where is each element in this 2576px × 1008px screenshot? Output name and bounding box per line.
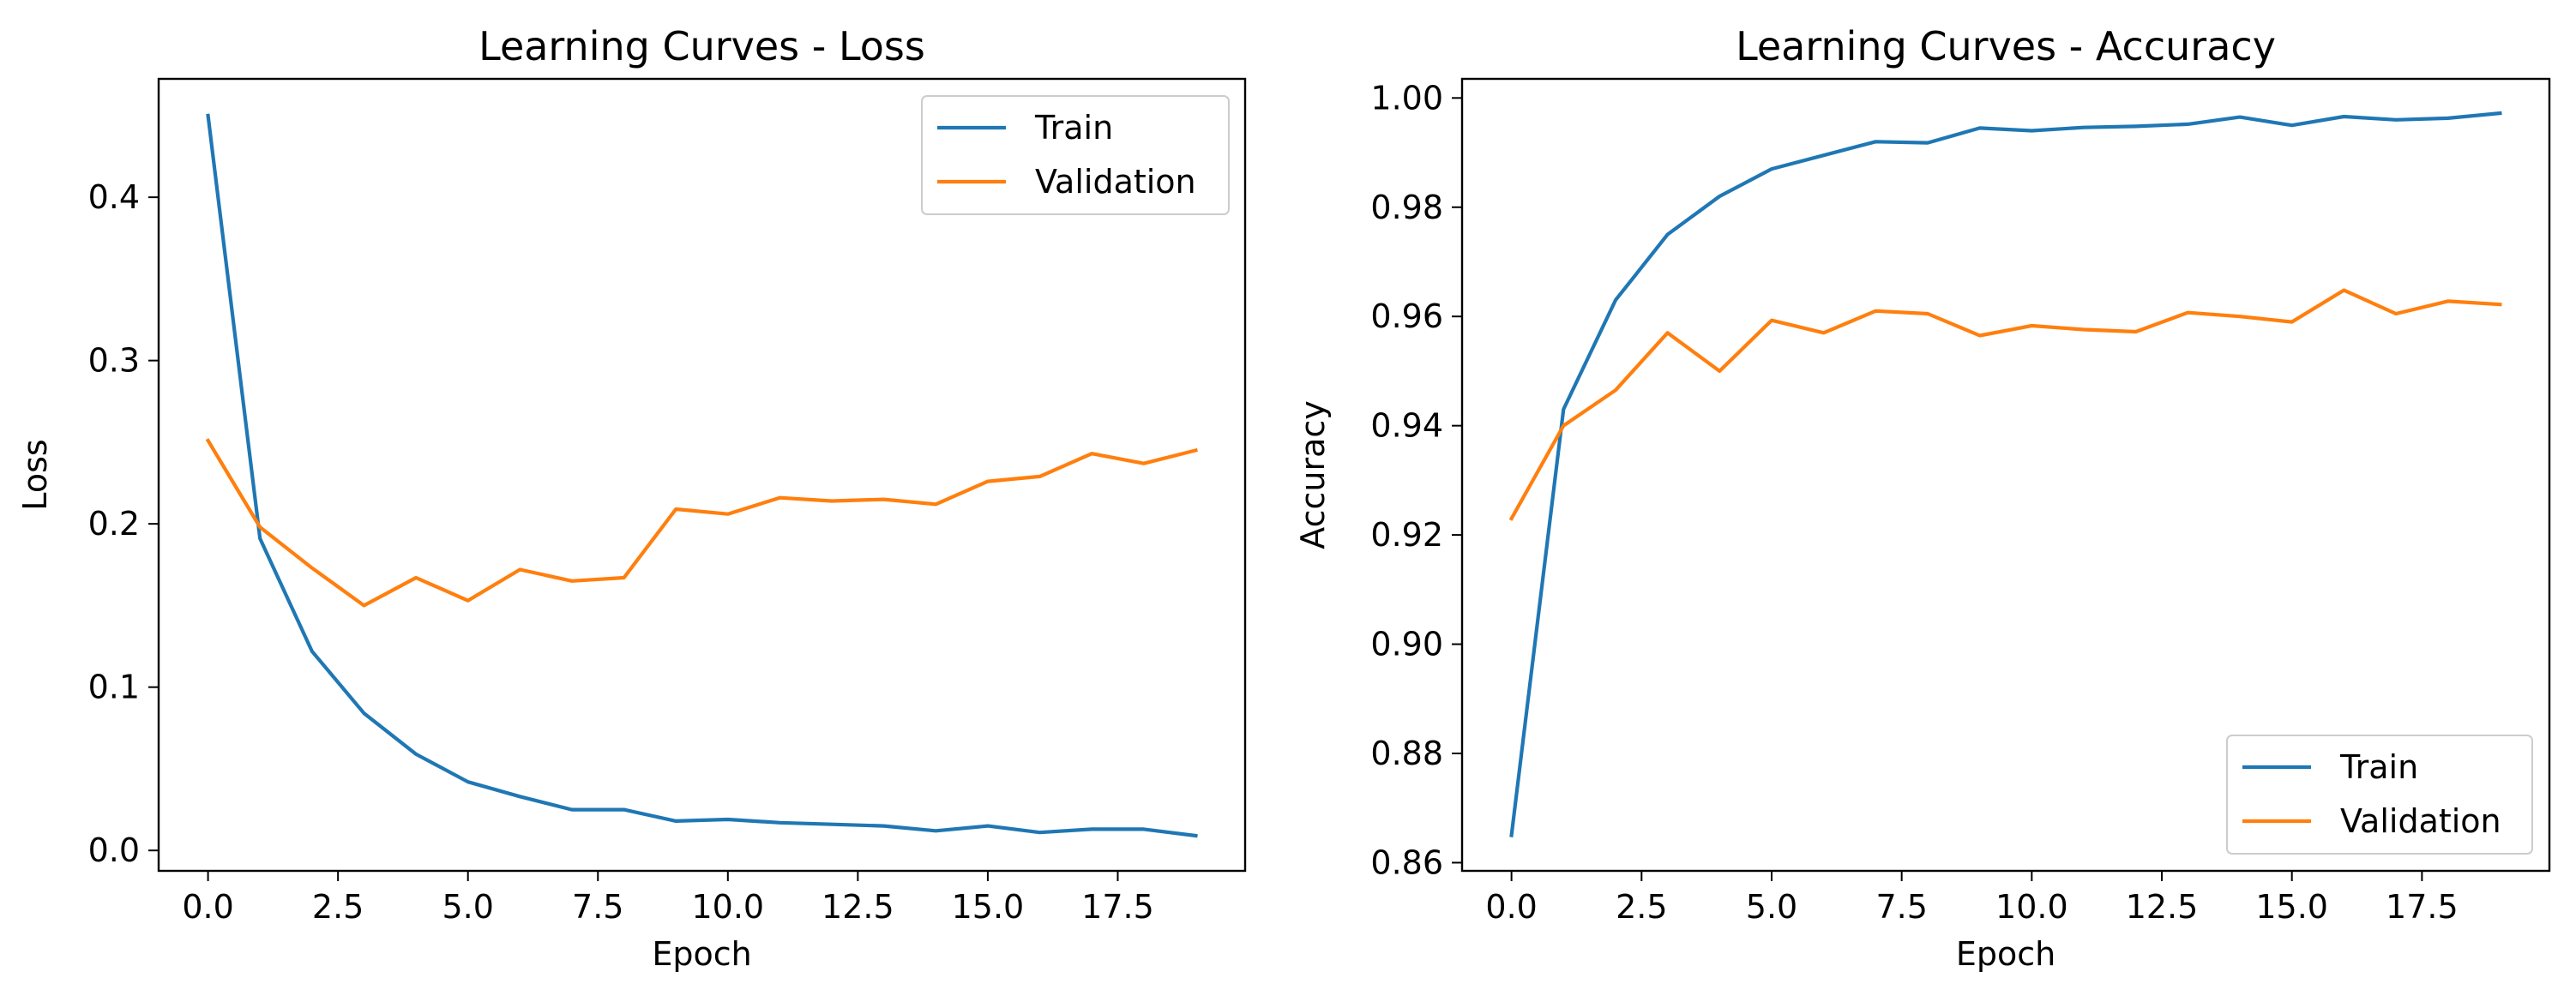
y-axis-label: Loss <box>16 439 54 510</box>
y-tick-label: 0.86 <box>1370 843 1443 881</box>
x-tick-label: 2.5 <box>312 888 364 926</box>
y-tick-label: 1.00 <box>1370 79 1443 117</box>
x-tick-label: 15.0 <box>952 888 1025 926</box>
chart-title: Learning Curves - Accuracy <box>1736 23 2276 69</box>
series-line-train <box>1509 111 2502 837</box>
y-tick-label: 0.88 <box>1370 735 1443 772</box>
y-tick-label: 0.4 <box>88 178 140 216</box>
legend-label-train: Train <box>2339 748 2418 786</box>
y-tick-label: 0.1 <box>88 669 140 706</box>
x-tick-label: 5.0 <box>442 888 493 926</box>
x-tick-label: 7.5 <box>1875 888 1927 926</box>
series-line-validation <box>1508 288 2502 521</box>
loss-chart-panel: Learning Curves - Loss 0.0 2.5 5.0 7.5 10.0 12… <box>16 23 1247 973</box>
x-axis-label: Epoch <box>652 935 751 973</box>
series-line-validation <box>205 438 1198 608</box>
y-tick-label: 0.3 <box>88 342 140 380</box>
x-tick-label: 17.5 <box>2386 888 2459 926</box>
x-axis-label: Epoch <box>1956 935 2055 973</box>
x-tick-label: 12.5 <box>822 888 894 926</box>
axes-frame <box>157 77 1247 873</box>
axes-frame <box>1460 77 2551 873</box>
y-tick-label: 0.2 <box>88 505 140 543</box>
x-tick-label: 0.0 <box>1485 888 1537 926</box>
legend-box <box>2226 735 2533 855</box>
x-tick-label: 15.0 <box>2255 888 2328 926</box>
y-tick-label: 0.92 <box>1370 516 1443 554</box>
legend-label-train: Train <box>1034 109 1113 147</box>
x-tick-label: 0.0 <box>182 888 233 926</box>
legend-label-validation: Validation <box>1035 163 1196 201</box>
x-tick-label: 7.5 <box>572 888 623 926</box>
y-tick-label: 0.0 <box>88 831 140 869</box>
y-tick-label: 0.98 <box>1370 189 1443 226</box>
x-tick-label: 17.5 <box>1081 888 1154 926</box>
y-tick-label: 0.90 <box>1370 626 1443 663</box>
legend-box <box>921 95 1230 215</box>
y-tick-label: 0.96 <box>1370 297 1443 335</box>
legend-label-validation: Validation <box>2340 802 2501 840</box>
x-tick-label: 2.5 <box>1616 888 1667 926</box>
x-tick-label: 10.0 <box>692 888 765 926</box>
x-tick-label: 10.0 <box>1995 888 2068 926</box>
x-tick-label: 5.0 <box>1746 888 1797 926</box>
chart-title: Learning Curves - Loss <box>478 23 925 69</box>
accuracy-chart-panel: Learning Curves - Accuracy 0.0 2.5 5.0 7.5 10… <box>1294 23 2551 973</box>
series-line-train <box>206 113 1198 838</box>
y-tick-label: 0.94 <box>1370 407 1443 445</box>
y-axis-label: Accuracy <box>1294 400 1332 549</box>
x-tick-label: 12.5 <box>2126 888 2199 926</box>
